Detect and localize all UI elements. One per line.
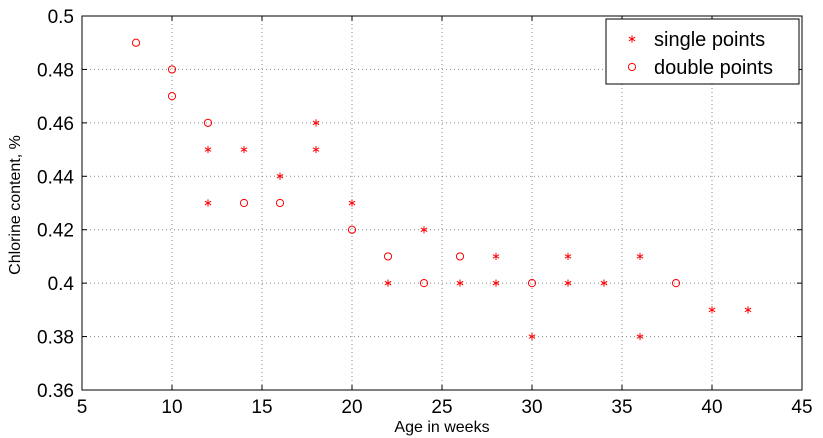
y-tick-label: 0.42 — [37, 221, 74, 242]
double-point-marker — [203, 118, 213, 127]
legend-label-double-points: double points — [654, 57, 773, 79]
single-point-marker — [708, 306, 716, 314]
double-point-marker — [671, 279, 681, 288]
x-tick-label: 35 — [611, 397, 632, 418]
x-tick-label: 30 — [521, 397, 542, 418]
x-tick-label: 25 — [431, 397, 452, 418]
single-point-marker — [384, 279, 392, 287]
legend-marker-single-points — [628, 35, 636, 43]
single-point-marker — [492, 279, 500, 287]
double-point-marker — [239, 198, 249, 208]
x-tick-label: 5 — [77, 397, 88, 418]
legend-box — [605, 18, 800, 85]
ticks-layer: 5 10 15 20 25 30 35 40 45 0.36 0.38 0.4 0.42 0.44 0.46… — [37, 7, 813, 418]
points-layer — [131, 38, 752, 341]
single-point-marker — [420, 226, 428, 234]
single-point-marker — [312, 145, 320, 154]
legend-circle-icon — [627, 62, 637, 72]
y-tick-label: 0.36 — [37, 381, 74, 402]
single-point-marker — [240, 145, 248, 154]
x-axis-label: Age in weeks — [394, 419, 489, 436]
single-point-marker — [528, 332, 536, 341]
x-tick-label: 10 — [161, 397, 182, 418]
legend-label-single-points: single points — [654, 29, 765, 51]
single-point-marker — [456, 279, 464, 287]
single-point-marker — [744, 306, 752, 314]
single-point-marker — [600, 279, 608, 287]
y-tick-label: 0.44 — [37, 167, 74, 188]
x-tick-label: 45 — [791, 397, 812, 418]
single-point-marker — [492, 252, 500, 261]
legend-marker-double-points — [627, 62, 637, 72]
double-point-marker — [275, 198, 285, 208]
double-point-marker — [419, 279, 429, 288]
double-point-marker — [383, 252, 393, 261]
legend: single points double points — [605, 18, 800, 85]
double-point-marker — [131, 38, 141, 47]
single-point-marker — [564, 279, 572, 287]
single-point-marker — [204, 199, 212, 207]
single-point-marker — [564, 252, 572, 261]
single-point-marker — [636, 252, 644, 261]
double-point-marker — [455, 252, 465, 261]
y-tick-label: 0.4 — [48, 274, 75, 295]
single-point-marker — [312, 119, 320, 127]
double-point-marker — [527, 279, 537, 288]
y-tick-label: 0.46 — [37, 114, 74, 135]
grid-layer — [82, 16, 802, 390]
y-axis-label: Chlorine content, % — [7, 135, 24, 275]
double-point-marker — [347, 225, 357, 234]
x-tick-label: 40 — [701, 397, 722, 418]
legend-asterisk-icon — [628, 35, 636, 43]
double-point-marker — [167, 65, 177, 74]
y-tick-label: 0.48 — [37, 60, 74, 81]
single-point-marker — [204, 145, 212, 154]
double-point-marker — [167, 92, 177, 101]
x-tick-label: 20 — [341, 397, 362, 418]
single-point-marker — [276, 172, 284, 180]
y-tick-label: 0.38 — [37, 328, 74, 349]
single-point-marker — [348, 199, 356, 207]
y-tick-label: 0.5 — [48, 7, 74, 28]
single-point-marker — [636, 332, 644, 341]
x-tick-label: 15 — [251, 397, 272, 418]
